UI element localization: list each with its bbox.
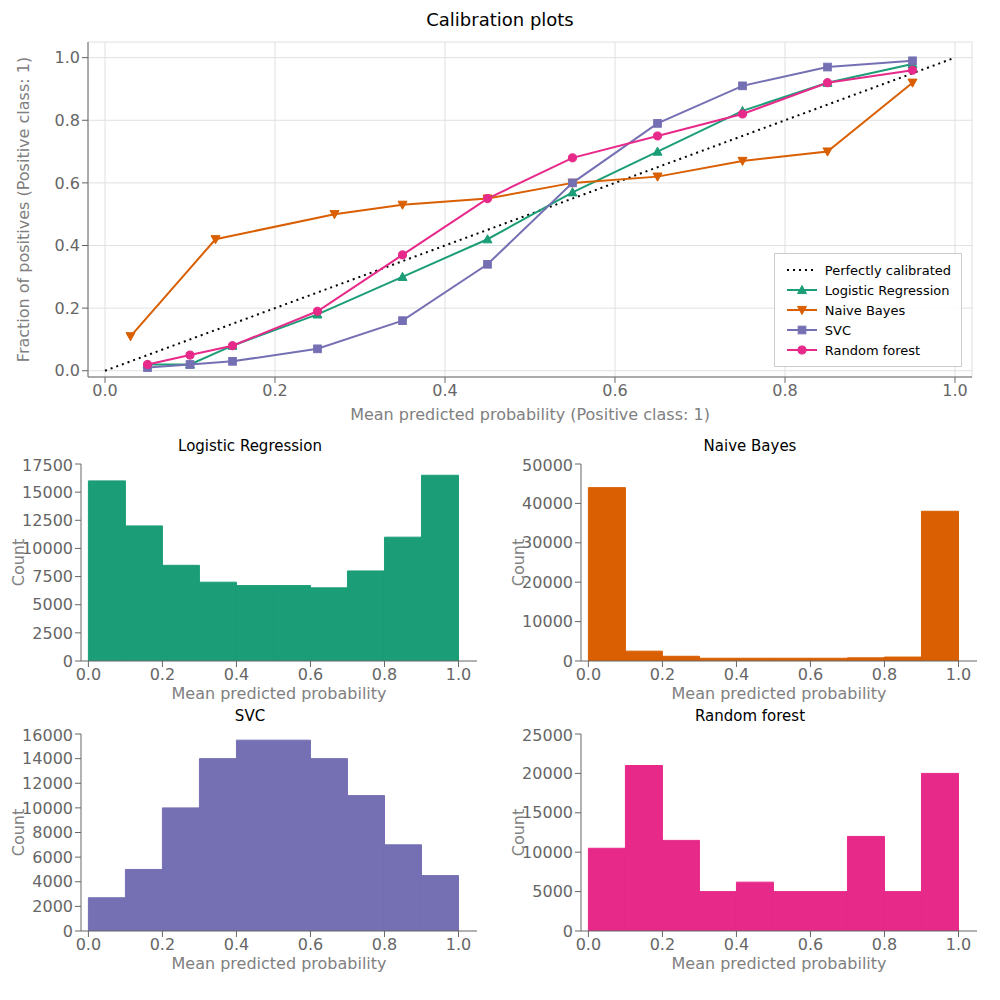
svg-text:0: 0 — [63, 922, 73, 941]
html-text:SVC: SVC — [824, 322, 851, 338]
svg-text:0.6: 0.6 — [798, 665, 823, 684]
svg-text:1.0: 1.0 — [55, 48, 80, 67]
svg-text:1.0: 1.0 — [446, 935, 471, 954]
svg-text:10000: 10000 — [522, 843, 573, 862]
svg-text:0.4: 0.4 — [724, 665, 749, 684]
svg-text:0.0: 0.0 — [576, 935, 601, 954]
svg-text:0.2: 0.2 — [262, 381, 287, 400]
svg-text:4000: 4000 — [32, 872, 73, 891]
svg-text:Mean predicted probability (Po: Mean predicted probability (Positive cla… — [350, 405, 710, 424]
svg-text:15000: 15000 — [522, 803, 573, 822]
svg-text:1.0: 1.0 — [446, 665, 471, 684]
svg-text:0.2: 0.2 — [55, 299, 80, 318]
html-text:Calibration plots: Calibration plots — [426, 9, 574, 30]
html-text:Logistic Regression: Logistic Regression — [178, 437, 322, 455]
svg-text:0: 0 — [63, 652, 73, 671]
svg-text:0.8: 0.8 — [772, 381, 797, 400]
svg-text:0.0: 0.0 — [76, 665, 101, 684]
svg-text:0.2: 0.2 — [150, 935, 175, 954]
svg-text:Count: Count — [9, 809, 28, 857]
svg-text:0: 0 — [563, 922, 573, 941]
svg-text:1.0: 1.0 — [942, 381, 967, 400]
svg-text:10000: 10000 — [22, 799, 73, 818]
svg-text:0.0: 0.0 — [92, 381, 117, 400]
svg-text:2000: 2000 — [32, 897, 73, 916]
svg-text:Mean predicted probability: Mean predicted probability — [171, 954, 386, 973]
svg-text:6000: 6000 — [32, 848, 73, 867]
html-text:Naive Bayes: Naive Bayes — [824, 302, 906, 318]
svg-text:0.4: 0.4 — [224, 935, 249, 954]
svg-text:0.0: 0.0 — [76, 935, 101, 954]
svg-text:15000: 15000 — [22, 483, 73, 502]
html-text:Perfectly calibrated: Perfectly calibrated — [824, 262, 951, 278]
svg-text:Count: Count — [9, 539, 28, 587]
svg-text:30000: 30000 — [522, 533, 573, 552]
svg-text:0.4: 0.4 — [724, 935, 749, 954]
svg-text:40000: 40000 — [522, 494, 573, 513]
svg-text:14000: 14000 — [22, 749, 73, 768]
svg-text:Count: Count — [509, 539, 528, 587]
html-text:Random forest: Random forest — [695, 707, 805, 725]
svg-text:0.8: 0.8 — [372, 935, 397, 954]
svg-text:20000: 20000 — [522, 764, 573, 783]
html-text:SVC: SVC — [234, 707, 266, 725]
svg-text:0.0: 0.0 — [576, 665, 601, 684]
svg-text:0.2: 0.2 — [650, 935, 675, 954]
svg-text:Count: Count — [509, 809, 528, 857]
svg-text:0.6: 0.6 — [298, 665, 323, 684]
svg-text:0.4: 0.4 — [224, 665, 249, 684]
svg-text:16000: 16000 — [22, 726, 73, 745]
svg-text:0.4: 0.4 — [55, 236, 80, 255]
svg-text:0.8: 0.8 — [372, 665, 397, 684]
svg-text:0.8: 0.8 — [55, 111, 80, 130]
svg-text:0.2: 0.2 — [150, 665, 175, 684]
svg-text:5000: 5000 — [532, 882, 573, 901]
svg-text:0.6: 0.6 — [55, 174, 80, 193]
svg-text:17500: 17500 — [22, 456, 73, 475]
svg-text:8000: 8000 — [32, 823, 73, 842]
html-text:Logistic Regression: Logistic Regression — [824, 282, 950, 298]
html-text:Random forest: Random forest — [824, 342, 921, 358]
svg-text:25000: 25000 — [522, 726, 573, 745]
svg-text:Mean predicted probability: Mean predicted probability — [671, 684, 886, 703]
svg-text:Mean predicted probability: Mean predicted probability — [671, 954, 886, 973]
svg-text:12000: 12000 — [22, 774, 73, 793]
svg-text:1.0: 1.0 — [946, 935, 971, 954]
svg-text:0: 0 — [563, 652, 573, 671]
svg-text:0.4: 0.4 — [432, 381, 457, 400]
svg-text:0.8: 0.8 — [872, 935, 897, 954]
svg-text:20000: 20000 — [522, 573, 573, 592]
svg-text:0.2: 0.2 — [650, 665, 675, 684]
svg-text:0.6: 0.6 — [298, 935, 323, 954]
html-text:Naive Bayes: Naive Bayes — [703, 437, 797, 455]
svg-text:0.8: 0.8 — [872, 665, 897, 684]
svg-text:Mean predicted probability: Mean predicted probability — [171, 684, 386, 703]
svg-text:0.6: 0.6 — [602, 381, 627, 400]
svg-text:12500: 12500 — [22, 511, 73, 530]
svg-text:10000: 10000 — [522, 612, 573, 631]
svg-text:5000: 5000 — [32, 595, 73, 614]
svg-text:0.6: 0.6 — [798, 935, 823, 954]
svg-text:2500: 2500 — [32, 624, 73, 643]
svg-text:7500: 7500 — [32, 567, 73, 586]
svg-text:1.0: 1.0 — [946, 665, 971, 684]
svg-text:50000: 50000 — [522, 456, 573, 475]
svg-text:10000: 10000 — [22, 539, 73, 558]
svg-text:Fraction of positives (Positiv: Fraction of positives (Positive class: 1… — [14, 57, 33, 362]
svg-text:0.0: 0.0 — [55, 361, 80, 380]
